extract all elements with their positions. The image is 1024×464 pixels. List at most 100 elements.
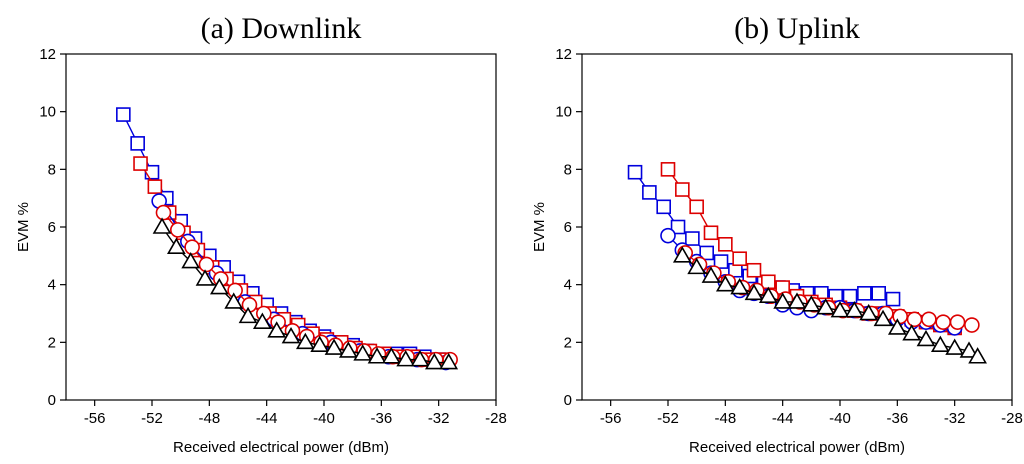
- data-point-triangle: [945, 338, 965, 355]
- data-point-square: [147, 179, 163, 194]
- x-tick-label: -32: [428, 410, 450, 427]
- x-tick-label: -56: [600, 410, 622, 427]
- data-point-square: [713, 254, 729, 269]
- data-point-triangle: [959, 341, 979, 358]
- y-tick-label: 4: [564, 277, 572, 294]
- plot-frame: [581, 53, 1013, 401]
- data-point-triangle: [859, 303, 879, 321]
- data-point-triangle: [801, 295, 821, 312]
- data-point-square: [842, 288, 858, 304]
- y-tick-label: 0: [564, 392, 572, 409]
- data-point-square: [689, 199, 704, 215]
- data-point-circle: [949, 314, 966, 330]
- data-point-square: [885, 291, 901, 307]
- data-point-triangle: [916, 329, 936, 347]
- data-point-triangle: [930, 335, 950, 353]
- y-tick-label: 6: [48, 219, 56, 236]
- x-tick-label: -36: [886, 410, 908, 427]
- x-tick-label: -52: [141, 410, 163, 427]
- data-point-square: [699, 245, 715, 261]
- data-point-square: [732, 251, 747, 267]
- data-point-triangle: [209, 277, 229, 295]
- data-point-square: [871, 286, 887, 301]
- x-tick-label: -28: [485, 410, 507, 427]
- data-point-circle: [184, 239, 200, 255]
- x-tick-label: -48: [198, 410, 220, 427]
- data-point-square: [670, 219, 686, 235]
- y-tick-label: 4: [48, 277, 56, 294]
- y-tick-label: 2: [564, 334, 572, 351]
- data-point-triangle: [787, 292, 807, 309]
- data-point-triangle: [295, 332, 315, 350]
- data-point-square: [627, 164, 643, 180]
- data-point-triangle: [367, 347, 387, 364]
- data-point-triangle: [672, 246, 692, 263]
- data-point-triangle: [324, 338, 344, 355]
- data-point-triangle: [410, 350, 430, 367]
- data-point-square: [133, 156, 148, 171]
- y-tick-label: 0: [48, 392, 56, 409]
- y-tick-label: 6: [564, 219, 572, 236]
- data-point-triangle: [353, 344, 373, 361]
- data-point-triangle: [873, 309, 893, 327]
- y-tick-label: 12: [39, 46, 56, 63]
- data-point-circle: [155, 204, 172, 221]
- data-point-triangle: [844, 301, 864, 318]
- x-tick-label: -40: [313, 410, 335, 427]
- chart-uplink: (b) Uplink -56 -52 -48 -44 -40 -36 -32 -28 0 2 4 6 8 1…: [531, 12, 1023, 456]
- data-point-triangle: [758, 286, 778, 304]
- data-point-circle: [921, 311, 937, 328]
- chart-title: (b) Uplink: [734, 12, 860, 45]
- data-point-triangle: [439, 352, 459, 370]
- data-point-triangle: [310, 335, 330, 353]
- data-point-circle: [906, 311, 923, 328]
- data-point-triangle: [238, 306, 258, 324]
- data-point-square: [761, 274, 776, 290]
- data-point-triangle: [687, 257, 707, 275]
- data-point-circle: [198, 256, 215, 273]
- data-point-square: [703, 225, 719, 241]
- data-point-square: [685, 231, 700, 246]
- y-tick-label: 12: [555, 46, 572, 63]
- chart-title: (a) Downlink: [201, 12, 362, 45]
- y-axis-label: EVM %: [531, 202, 548, 252]
- data-point-triangle: [701, 266, 721, 283]
- data-point-square: [642, 185, 657, 200]
- x-tick-label: -36: [370, 410, 392, 427]
- x-axis-label: Received electrical power (dBm): [689, 439, 905, 456]
- x-tick-label: -48: [714, 410, 736, 427]
- data-point-circle: [964, 317, 980, 333]
- y-tick-label: 2: [48, 334, 56, 351]
- plot-frame: [65, 53, 497, 401]
- data-point-triangle: [730, 277, 750, 295]
- y-tick-label: 8: [48, 161, 56, 178]
- data-point-square: [675, 182, 690, 197]
- data-point-triangle: [424, 352, 444, 370]
- y-tick-label: 8: [564, 161, 572, 178]
- series-line: [681, 255, 978, 358]
- data-point-square: [130, 136, 145, 151]
- x-tick-label: -40: [829, 410, 851, 427]
- data-point-triangle: [224, 292, 244, 309]
- data-point-square: [857, 286, 872, 301]
- x-axis-label: Received electrical power (dBm): [173, 439, 389, 456]
- data-point-square: [656, 199, 672, 215]
- data-point-square: [746, 262, 762, 278]
- data-point-triangle: [166, 237, 186, 254]
- x-tick-label: -56: [84, 410, 106, 427]
- data-point-triangle: [396, 350, 416, 367]
- data-point-triangle: [195, 269, 215, 286]
- series-triangle-4: [672, 246, 987, 364]
- data-point-triangle: [830, 301, 850, 318]
- data-point-square: [116, 107, 131, 122]
- x-tick-label: -44: [772, 410, 794, 427]
- data-point-triangle: [252, 312, 272, 329]
- data-point-triangle: [902, 324, 922, 341]
- data-point-square: [660, 162, 676, 177]
- x-tick-label: -32: [944, 410, 966, 427]
- x-tick-label: -44: [256, 410, 278, 427]
- data-point-square: [718, 237, 733, 252]
- data-point-circle: [892, 308, 909, 325]
- chart-downlink: (a) Downlink -56 -52 -48 -44 -40 -36 -32 -28 0 2 4 6…: [15, 12, 507, 456]
